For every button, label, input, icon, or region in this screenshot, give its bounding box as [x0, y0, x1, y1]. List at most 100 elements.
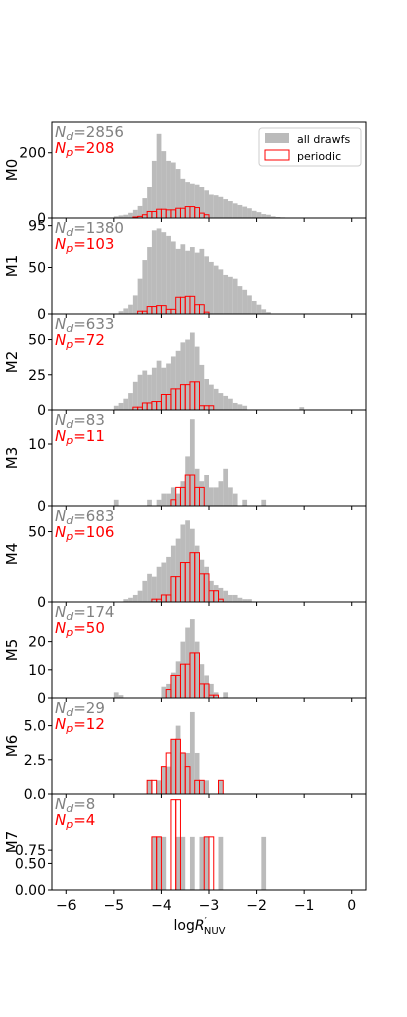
all-bar: [242, 405, 248, 410]
all-bar: [218, 481, 224, 506]
y-tick-label: 0: [37, 499, 46, 515]
all-bar: [189, 711, 195, 794]
all-bar: [266, 214, 271, 218]
all-bar: [118, 695, 124, 698]
all-bar: [142, 370, 148, 410]
legend-label-periodic: periodic: [297, 150, 341, 163]
y-tick-label: 50: [28, 525, 46, 541]
np-label: Np=12: [55, 715, 105, 735]
all-bar: [170, 241, 176, 314]
all-bar: [161, 562, 167, 602]
all-bar: [194, 641, 200, 698]
panel-ylabel: M0: [3, 159, 21, 182]
all-bar: [170, 545, 176, 602]
all-bar: [209, 580, 214, 602]
all-bar: [232, 402, 238, 410]
all-bar: [194, 346, 200, 410]
all-bar: [151, 576, 157, 602]
all-bar: [156, 228, 162, 314]
all-bar: [204, 566, 209, 602]
all-bar: [251, 210, 257, 218]
all-bar: [147, 374, 152, 410]
all-bar: [251, 300, 257, 314]
all-bar: [142, 580, 148, 602]
all-bar: [213, 585, 219, 602]
all-bar: [199, 248, 205, 314]
all-bar: [175, 350, 181, 410]
all-bar: [223, 590, 229, 602]
all-bar: [228, 276, 233, 314]
all-bar: [189, 247, 195, 314]
all-bar: [118, 311, 124, 314]
all-bar: [147, 247, 152, 314]
y-tick-label: 50: [28, 261, 46, 277]
all-bar: [199, 559, 205, 602]
all-bar: [161, 367, 167, 410]
nd-label: Nd=8: [55, 795, 95, 815]
all-bar: [232, 594, 238, 602]
all-bar: [213, 487, 219, 506]
all-bar: [247, 295, 252, 314]
all-bar: [161, 232, 167, 314]
all-bar: [166, 160, 171, 218]
y-tick-label: 0.00: [15, 883, 46, 899]
np-label: Np=11: [55, 427, 105, 447]
all-bar: [242, 206, 248, 218]
all-bar: [185, 752, 190, 794]
all-bar: [175, 661, 181, 698]
all-bar: [261, 499, 267, 506]
y-tick-label: 10: [28, 663, 46, 679]
all-bar: [204, 675, 209, 698]
all-bar: [261, 309, 267, 314]
y-tick-label: 50: [28, 333, 46, 349]
all-bar: [237, 286, 243, 314]
all-bar: [166, 766, 171, 794]
x-tick-label: −3: [199, 898, 220, 914]
np-label: Np=106: [55, 523, 114, 543]
panel-ylabel: M7: [3, 831, 21, 854]
all-bar: [123, 398, 129, 410]
all-bar: [113, 499, 119, 506]
y-tick-label: 200: [19, 146, 46, 162]
all-bar: [113, 405, 119, 410]
all-bar: [209, 194, 214, 218]
nd-label: Nd=2856: [55, 123, 124, 143]
panel-ylabel: M4: [3, 543, 21, 566]
y-tick-label: 0.75: [15, 843, 46, 859]
np-label: Np=4: [55, 811, 95, 831]
all-bar: [156, 780, 162, 794]
all-bar: [232, 203, 238, 218]
panel-ylabel: M2: [3, 351, 21, 374]
y-tick-label: 0: [37, 691, 46, 707]
all-bar: [209, 384, 214, 410]
all-bar: [123, 599, 129, 602]
all-bar: [270, 216, 276, 218]
all-bar: [223, 468, 229, 506]
all-bar: [223, 274, 229, 314]
all-bar: [128, 304, 133, 314]
all-bar: [123, 308, 129, 314]
all-bar: [180, 244, 186, 314]
np-label: Np=208: [55, 139, 114, 159]
all-bar: [199, 187, 205, 218]
all-bar: [137, 590, 143, 602]
all-bar: [247, 208, 252, 218]
all-bar: [218, 269, 224, 314]
all-bar: [232, 493, 238, 506]
all-bar: [113, 216, 119, 218]
all-bar: [170, 739, 176, 794]
all-bar: [194, 184, 200, 218]
all-bar: [218, 196, 224, 218]
all-bar: [218, 393, 224, 410]
nd-label: Nd=1380: [55, 219, 124, 239]
all-bar: [199, 364, 205, 410]
all-bar: [137, 205, 143, 218]
all-bar: [266, 312, 271, 314]
all-bar: [128, 393, 133, 410]
all-bar: [199, 664, 205, 698]
